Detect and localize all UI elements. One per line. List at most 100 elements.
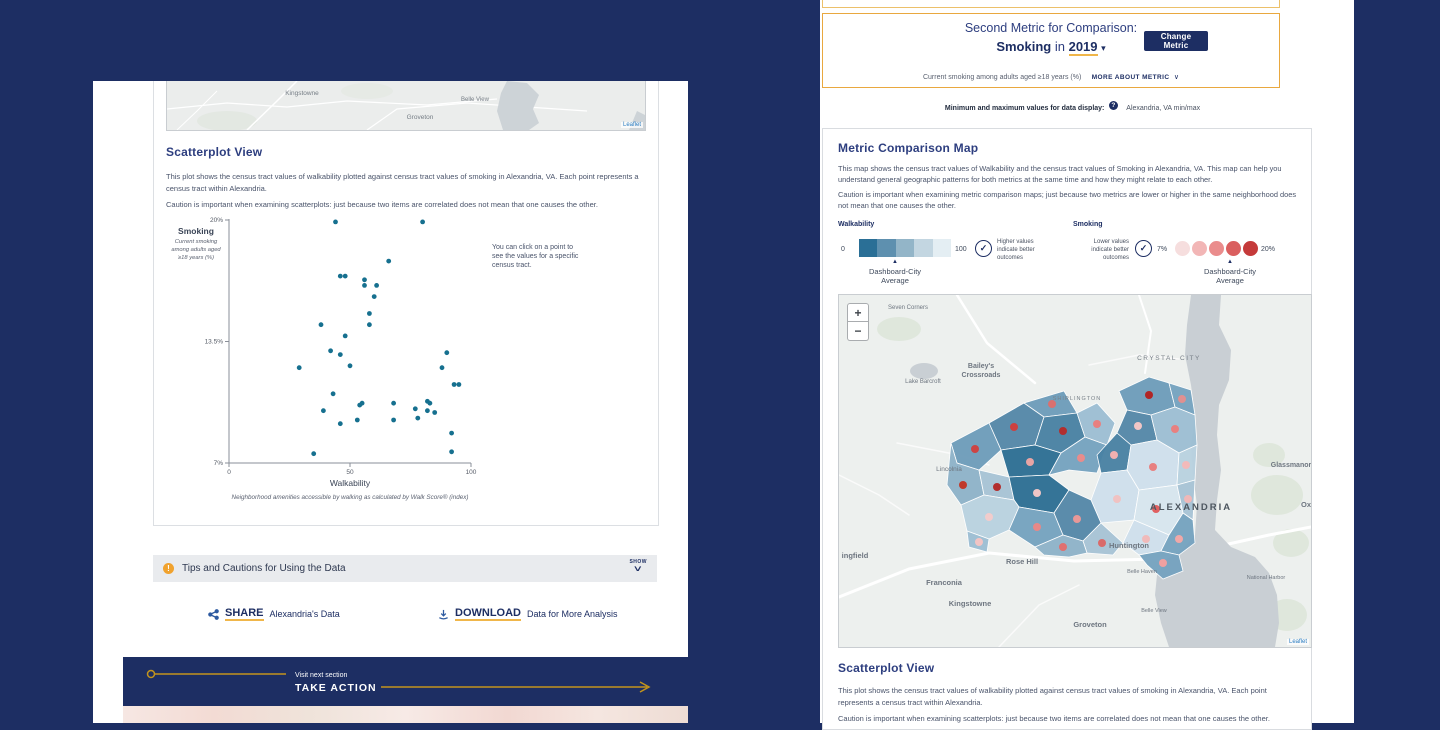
scatter-point[interactable] [451, 382, 457, 387]
map-place-label: Belle View [461, 97, 490, 103]
scatter-point[interactable] [342, 333, 348, 339]
share-link[interactable]: SHARE Alexandria's Data [208, 607, 340, 621]
scatter-hint: census tract. [492, 262, 532, 269]
tract-dot[interactable] [1175, 535, 1183, 543]
tract-dot[interactable] [1033, 523, 1041, 531]
scatter-point[interactable] [337, 273, 343, 279]
scatter-point[interactable] [342, 273, 348, 279]
leaflet-attribution[interactable]: Leaflet [1286, 639, 1309, 645]
scatter-point[interactable] [412, 406, 418, 412]
map-place-label: Lake Barcroft [905, 379, 941, 385]
scatter-point[interactable] [449, 449, 454, 455]
check-circle-icon: ✓ [975, 240, 992, 257]
show-toggle[interactable]: SHOW ∨ [629, 559, 647, 573]
scatter-point[interactable] [354, 417, 360, 423]
info-icon[interactable]: ? [1108, 101, 1118, 111]
tract-dot[interactable] [975, 538, 983, 546]
scatter-point[interactable] [367, 311, 372, 316]
tract-dot[interactable] [1059, 427, 1067, 435]
scatter-point[interactable] [420, 219, 425, 225]
tract-dot[interactable] [1048, 400, 1056, 408]
tract-dot[interactable] [1077, 454, 1085, 462]
scatter-point[interactable] [359, 400, 365, 406]
tract-dot[interactable] [1152, 505, 1160, 513]
scatter-point[interactable] [296, 365, 302, 371]
left-panel: Kingstowne Belle View Groveton Leaflet Sca… [93, 81, 688, 723]
scatter-point[interactable] [333, 219, 338, 225]
scatter-point[interactable] [425, 408, 430, 414]
tract-dot[interactable] [1149, 463, 1157, 471]
x-axis-subtitle: Neighborhood amenities accessible by wal… [232, 493, 469, 501]
download-link[interactable]: DOWNLOAD Data for More Analysis [438, 607, 618, 621]
scatter-point[interactable] [318, 322, 324, 328]
more-about-metric-link[interactable]: MORE ABOUT METRIC [1091, 74, 1170, 81]
scatter-point[interactable] [347, 363, 353, 369]
scatter-point[interactable] [321, 408, 326, 414]
scatter-point[interactable] [456, 382, 462, 387]
scatter-point[interactable] [371, 294, 377, 299]
scatter-hint: You can click on a point to [492, 244, 573, 251]
scatter-point[interactable] [449, 430, 454, 436]
caret-down-icon[interactable]: ▾ [1101, 43, 1106, 53]
tract-dot[interactable] [959, 481, 967, 489]
scatter-point[interactable] [391, 417, 396, 423]
leaflet-attribution[interactable]: Leaflet [620, 122, 643, 128]
mini-map[interactable]: Kingstowne Belle View Groveton Leaflet [166, 81, 646, 131]
download-label: DOWNLOAD [455, 607, 521, 621]
scatter-point[interactable] [439, 365, 445, 371]
legend-walkability-max: 100 [955, 246, 967, 253]
tract-dot[interactable] [1182, 461, 1190, 469]
metric-selector[interactable]: Smoking in 2019 ▾ [823, 39, 1279, 56]
tract-dot[interactable] [1033, 489, 1041, 497]
legend-circle [1209, 241, 1224, 256]
take-action-banner[interactable]: Visit next section TAKE ACTION [123, 657, 688, 706]
tract-dot[interactable] [1110, 451, 1118, 459]
scatter-point[interactable] [386, 258, 392, 264]
map-place-label: Groveton [1073, 620, 1107, 629]
scatter-point[interactable] [391, 400, 396, 406]
map-place-label: Belle Haven [1127, 569, 1157, 575]
scatter-point[interactable] [328, 348, 333, 354]
year-dropdown[interactable]: 2019 [1068, 39, 1098, 56]
check-circle-icon: ✓ [1135, 240, 1152, 257]
zoom-in-button[interactable]: + [847, 303, 869, 322]
scatter-point[interactable] [444, 350, 450, 356]
tract-dot[interactable] [993, 483, 1001, 491]
tract-dot[interactable] [1093, 420, 1101, 428]
scatter-point[interactable] [362, 283, 367, 288]
comparison-map[interactable]: Seven Corners CRYSTAL CITY Bailey's Crossro… [838, 294, 1312, 648]
change-metric-button[interactable]: Change Metric [1144, 31, 1208, 51]
scatter-point[interactable] [362, 277, 367, 283]
tract-dot[interactable] [1026, 458, 1034, 466]
tract-dot[interactable] [1113, 495, 1121, 503]
tract-dot[interactable] [1142, 535, 1150, 543]
chevron-down-icon[interactable]: ∨ [1173, 74, 1180, 81]
tract-dot[interactable] [1178, 395, 1186, 403]
y-tick-label: 7% [214, 460, 224, 467]
tract-dot[interactable] [1159, 559, 1167, 567]
scatter-point[interactable] [367, 322, 372, 328]
tract-dot[interactable] [1010, 423, 1018, 431]
chevron-down-icon: ∨ [632, 564, 644, 573]
tract-dot[interactable] [971, 445, 979, 453]
scatter-point[interactable] [427, 400, 433, 406]
tract-dot[interactable] [1059, 543, 1067, 551]
tract-dot[interactable] [985, 513, 993, 521]
tract-dot[interactable] [1134, 422, 1142, 430]
scatter-point[interactable] [337, 352, 343, 357]
tract-dot[interactable] [1145, 391, 1153, 399]
tract-dot[interactable] [1098, 539, 1106, 547]
zoom-out-button[interactable]: − [847, 322, 869, 341]
scatter-point[interactable] [415, 415, 421, 421]
tips-and-cautions-bar[interactable]: ! Tips and Cautions for Using the Data S… [153, 555, 657, 582]
scatter-point[interactable] [337, 421, 343, 427]
tract-dot[interactable] [1171, 425, 1179, 433]
scatter-point[interactable] [330, 391, 336, 397]
tract-dot[interactable] [1073, 515, 1081, 523]
tract-dot[interactable] [1184, 495, 1192, 503]
minmax-value: Alexandria, VA min/max [1126, 105, 1201, 112]
scatter-point[interactable] [432, 410, 438, 415]
map-place-label: ingfield [842, 551, 869, 560]
scatter-point[interactable] [311, 451, 317, 457]
scatter-point[interactable] [374, 283, 379, 288]
